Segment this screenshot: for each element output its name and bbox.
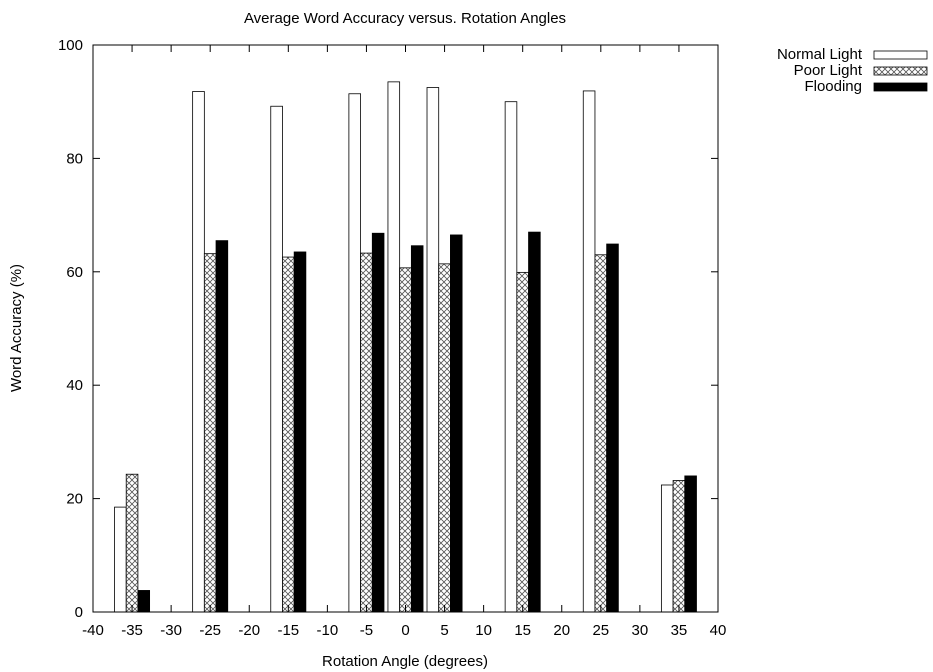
x-tick-label-14: 30 (632, 622, 649, 639)
bar-flooding-6 (528, 231, 541, 613)
x-tick-label-3: -25 (199, 622, 221, 639)
legend-label-2: Flooding (804, 78, 862, 95)
x-tick-label-4: -20 (238, 622, 260, 639)
y-tick-label-4: 80 (66, 150, 83, 167)
x-tick-label-13: 25 (592, 622, 609, 639)
x-tick-label-6: -10 (317, 622, 339, 639)
x-tick-label-5: -15 (277, 622, 299, 639)
bars-layer (114, 81, 697, 613)
bar-poor-light-6 (516, 271, 529, 613)
y-tick-label-0: 0 (75, 604, 83, 621)
bar-normal-light-8 (660, 484, 674, 613)
bar-normal-light-4 (387, 81, 401, 613)
y-axis-label: Word Accuracy (%) (8, 264, 25, 392)
y-tick-label-5: 100 (58, 37, 83, 54)
bar-poor-light-1 (203, 253, 217, 613)
bar-flooding-4 (410, 245, 424, 613)
bar-normal-light-6 (504, 101, 518, 613)
x-tick-label-2: -30 (160, 622, 182, 639)
bar-normal-light-7 (582, 90, 596, 613)
bar-normal-light-1 (192, 91, 205, 613)
bar-flooding-7 (606, 243, 619, 613)
legend-label-0: Normal Light (777, 46, 863, 63)
legend-swatch-2 (873, 82, 928, 92)
x-axis-label: Rotation Angle (degrees) (322, 653, 488, 670)
bar-flooding-1 (215, 240, 229, 613)
chart-title: Average Word Accuracy versus. Rotation A… (244, 10, 566, 27)
bar-flooding-3 (371, 232, 385, 613)
bar-poor-light-5 (438, 263, 451, 613)
x-tick-label-1: -35 (121, 622, 143, 639)
bar-poor-light-7 (594, 254, 608, 613)
bar-flooding-0 (137, 590, 151, 613)
bar-flooding-8 (684, 475, 697, 613)
x-tick-label-8: 0 (401, 622, 409, 639)
legend-swatch-1 (873, 66, 928, 76)
legend-swatch-0 (873, 50, 928, 60)
x-tick-label-9: 5 (440, 622, 448, 639)
bar-flooding-2 (293, 251, 307, 613)
x-tick-label-16: 40 (710, 622, 727, 639)
bar-poor-light-2 (282, 256, 295, 613)
bar-poor-light-3 (360, 252, 373, 613)
bar-normal-light-3 (348, 93, 361, 613)
legend-label-1: Poor Light (794, 62, 863, 79)
bar-poor-light-0 (125, 473, 139, 613)
axes-layer: 0 20 40 60 80 100 -40 -35 -30 -25 -20 -15 -10 -5 0 5 10 1… (58, 37, 726, 639)
x-tick-label-11: 15 (514, 622, 531, 639)
y-tick-label-2: 40 (66, 377, 83, 394)
x-tick-label-10: 10 (475, 622, 492, 639)
y-tick-label-1: 20 (66, 491, 83, 508)
x-tick-label-12: 20 (553, 622, 570, 639)
plot-frame (92, 44, 719, 613)
bar-normal-light-0 (114, 506, 127, 613)
bar-normal-light-2 (270, 105, 283, 613)
x-tick-label-7: -5 (360, 622, 373, 639)
bar-flooding-5 (450, 234, 463, 613)
bar-poor-light-4 (399, 267, 412, 613)
x-tick-label-15: 35 (671, 622, 688, 639)
bar-poor-light-8 (672, 480, 686, 613)
x-tick-label-0: -40 (82, 622, 104, 639)
bar-normal-light-5 (426, 87, 440, 613)
y-tick-label-3: 60 (66, 264, 83, 281)
